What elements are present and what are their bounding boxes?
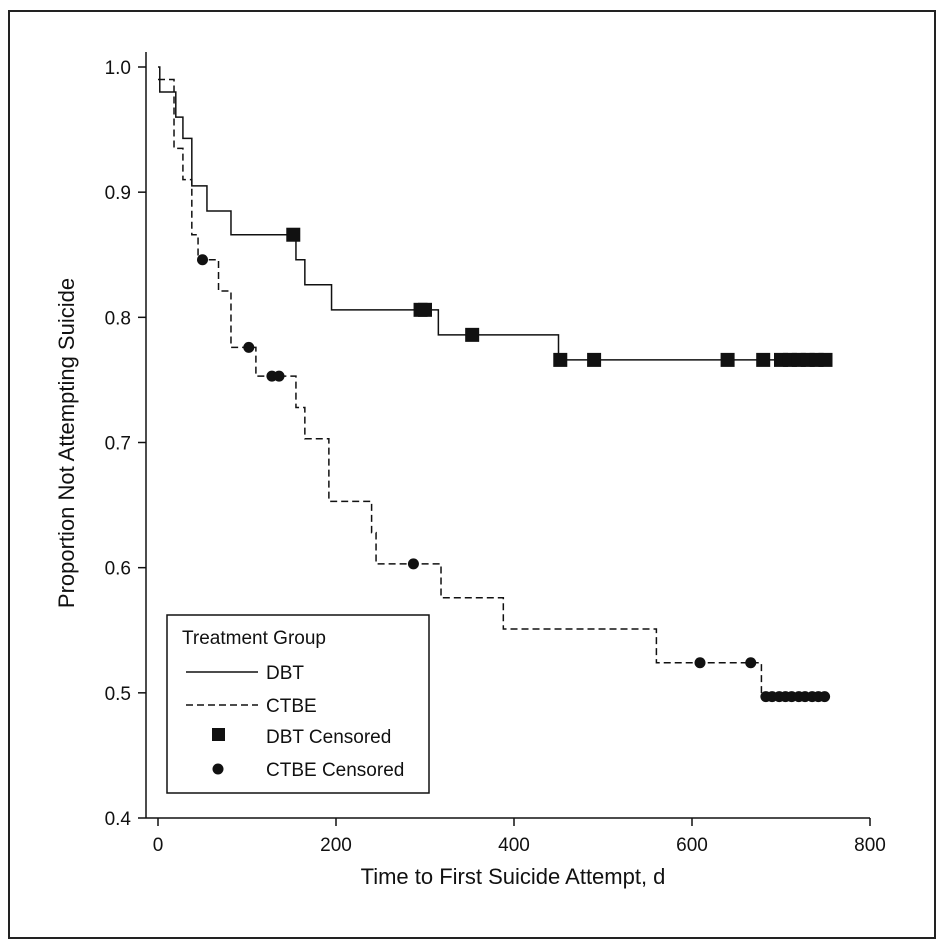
dbt-censored-marker (465, 327, 480, 342)
ctbe-censored-marker (745, 657, 757, 669)
legend-ctbe-censored-label: CTBE Censored (266, 760, 404, 781)
ctbe-censored-marker (197, 254, 208, 266)
y-axis-title: Proportion Not Attempting Suicide (54, 278, 79, 608)
y-tick-label: 0.7 (105, 434, 131, 455)
ctbe-censored-marker (819, 691, 831, 703)
x-tick-label: 0 (153, 835, 164, 856)
y-tick-label: 1.0 (105, 58, 131, 79)
y-tick-label: 0.9 (105, 183, 131, 204)
ctbe-censored-marker (407, 558, 419, 570)
x-tick-label: 800 (854, 835, 886, 856)
dbt-censored-marker (418, 302, 432, 317)
x-tick-label: 200 (320, 835, 352, 856)
legend: Treatment Group DBT CTBE DBT Censored CT… (166, 614, 430, 794)
legend-ctbe-censored-marker (212, 763, 224, 775)
y-tick-label: 0.6 (105, 559, 131, 580)
x-ticks: 0 200 400 600 800 (153, 818, 886, 856)
x-axis-title: Time to First Suicide Attempt, d (361, 864, 666, 889)
legend-dbt-censored-marker (212, 728, 225, 741)
legend-dbt-censored-label: DBT Censored (266, 727, 391, 748)
figure-border (8, 10, 936, 939)
legend-ctbe-label: CTBE (266, 696, 317, 717)
y-tick-label: 0.4 (105, 809, 132, 830)
x-tick-label: 600 (676, 835, 708, 856)
x-tick-label: 400 (498, 835, 530, 856)
legend-dbt-label: DBT (266, 663, 304, 684)
legend-box (166, 614, 430, 794)
dbt-censored-marker (587, 352, 602, 367)
dbt-survival-line (158, 66, 826, 361)
y-ticks: 0.4 0.5 0.6 0.7 0.8 0.9 1.0 (105, 58, 146, 830)
x-axis: 0 200 400 600 800 Time to First Suicide Atte… (146, 817, 886, 889)
y-tick-label: 0.5 (105, 684, 131, 705)
legend-title: Treatment Group (182, 628, 326, 649)
y-axis: 0.4 0.5 0.6 0.7 0.8 0.9 1.0 Proportion Not Att… (54, 52, 147, 830)
y-tick-label: 0.8 (105, 308, 131, 329)
ctbe-censored-marker (243, 341, 255, 353)
ctbe-censored-marker (273, 370, 285, 382)
dbt-censored-marker (720, 352, 735, 367)
plot-series (158, 66, 833, 703)
dbt-censored-marker (286, 227, 301, 242)
dbt-censored-marker (818, 352, 833, 367)
dbt-censored-marker (756, 352, 771, 367)
dbt-censored-marker (553, 352, 568, 367)
ctbe-censored-marker (694, 657, 706, 669)
